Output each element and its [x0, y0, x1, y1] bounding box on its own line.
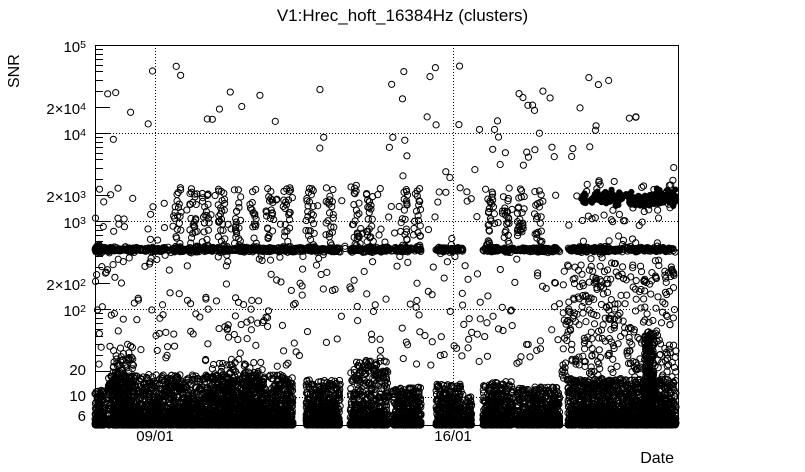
- x-tick-label: 09/01: [136, 428, 174, 445]
- y-tick-label: 103: [63, 215, 86, 232]
- y-tick-label: 104: [63, 127, 86, 144]
- x-tick-label: 16/01: [434, 428, 472, 445]
- y-tick-label: 6: [77, 407, 86, 425]
- y-tick-label: 105: [63, 39, 86, 56]
- y-tick-label: 20: [69, 361, 86, 379]
- y-tick-label: 2×102: [46, 276, 86, 294]
- y-tick-label: 2×104: [46, 100, 86, 118]
- x-axis-title: Date: [640, 450, 674, 467]
- y-tick-label: 102: [63, 303, 86, 321]
- y-tick-label: 2×103: [46, 188, 86, 206]
- y-tick-label: 10: [69, 388, 86, 406]
